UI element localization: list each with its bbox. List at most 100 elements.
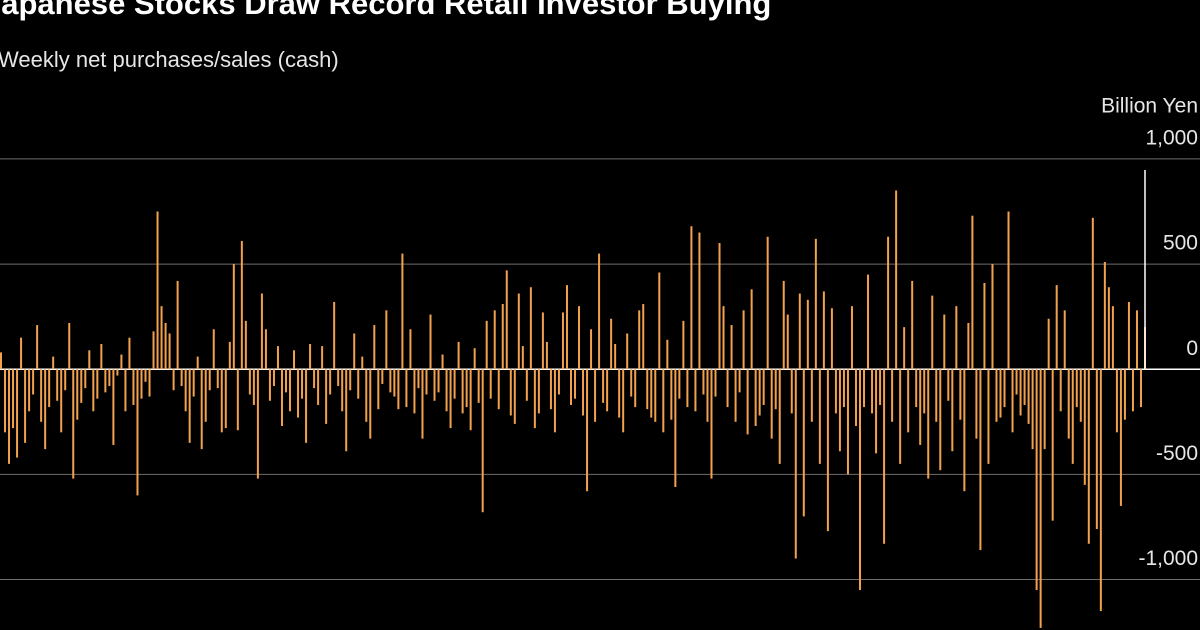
bar [590, 329, 593, 370]
bar [959, 369, 962, 420]
bar [124, 369, 127, 412]
bar [1139, 369, 1142, 408]
bar [1015, 369, 1018, 395]
bar [1051, 369, 1054, 521]
bar [742, 310, 745, 370]
y-tick-label: 0 [1186, 337, 1198, 360]
bar [734, 369, 737, 422]
bar [268, 369, 271, 401]
bar [244, 320, 247, 370]
bar [1003, 369, 1006, 408]
bar [445, 369, 448, 412]
bar [4, 369, 7, 433]
bar [228, 341, 231, 370]
bar [863, 369, 866, 408]
bar [417, 369, 420, 389]
bar [951, 369, 954, 452]
bar [337, 369, 340, 387]
bar [638, 310, 641, 370]
bar [553, 369, 556, 433]
bar [132, 369, 135, 405]
bar [216, 369, 219, 389]
bar [806, 299, 809, 370]
bar [1135, 310, 1138, 370]
bar [778, 369, 781, 464]
bar [678, 369, 681, 399]
bar [68, 322, 71, 370]
bar [397, 369, 400, 410]
bar [385, 310, 388, 370]
bar [116, 369, 119, 376]
bar [212, 329, 215, 370]
bar [557, 369, 560, 395]
bar [365, 369, 368, 422]
bar [758, 369, 761, 416]
bar [361, 356, 364, 370]
bar [541, 312, 544, 370]
bar [594, 369, 597, 422]
bar [8, 369, 11, 464]
bar [457, 341, 460, 370]
bar [317, 369, 320, 405]
bar [505, 270, 508, 370]
bar [549, 369, 552, 410]
bar [1111, 306, 1114, 370]
bar [373, 325, 376, 370]
bar [794, 369, 797, 559]
bar [879, 369, 882, 405]
bar [630, 369, 633, 397]
bar [44, 369, 47, 450]
bar [798, 293, 801, 370]
bar [670, 369, 673, 420]
bar [248, 369, 251, 395]
bar [168, 333, 171, 370]
bar [1099, 369, 1102, 612]
bar [148, 369, 151, 397]
bar [256, 369, 259, 479]
bar [907, 369, 910, 433]
bar [120, 354, 123, 370]
bar [156, 211, 159, 370]
bar [995, 369, 998, 422]
bar [192, 369, 195, 397]
bar [72, 369, 75, 479]
bar [108, 369, 111, 387]
bar [722, 306, 725, 370]
bar [1063, 310, 1066, 370]
bar [204, 369, 207, 422]
bar [421, 369, 424, 439]
bar [509, 369, 512, 416]
bar [240, 240, 243, 370]
bar [128, 337, 131, 370]
bar [1043, 369, 1046, 450]
bar [345, 369, 348, 452]
bar [405, 369, 408, 408]
bar [461, 369, 464, 414]
bar [983, 283, 986, 370]
bar [750, 289, 753, 370]
bar [100, 343, 103, 370]
bar [726, 369, 729, 408]
bar [561, 312, 564, 370]
bar [389, 369, 392, 393]
bar [309, 343, 312, 370]
bar [654, 369, 657, 422]
bar [196, 356, 199, 370]
bar [1047, 318, 1050, 370]
bar [850, 306, 853, 370]
bar [602, 369, 605, 403]
bar [497, 369, 500, 410]
bar [1083, 369, 1086, 485]
bar [762, 369, 765, 405]
bar [1071, 369, 1074, 464]
bar [674, 369, 677, 487]
bar [891, 369, 894, 422]
bar [931, 295, 934, 370]
bar [465, 369, 468, 408]
y-tick-label: 1,000 [1145, 126, 1198, 149]
bar [1087, 369, 1090, 544]
bar [842, 369, 845, 408]
bar [1091, 217, 1094, 370]
bar [469, 369, 472, 431]
bar [971, 215, 974, 370]
